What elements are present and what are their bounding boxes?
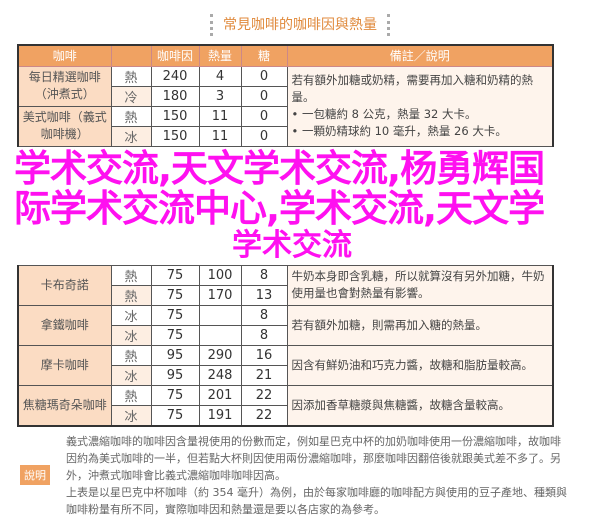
title-text: 常見咖啡的咖啡因與熱量 bbox=[223, 17, 377, 33]
caffeine-cell: 75 bbox=[150, 304, 200, 326]
temp-cell: 熱 bbox=[110, 65, 152, 87]
calories-cell: 290 bbox=[198, 344, 242, 366]
table-row: 每日精選咖啡（沖煮式）熱 240 4 0 若有額外加糖或奶精，需要再加入糖和奶精的熱量。… bbox=[17, 65, 554, 147]
note-cell: 因添加香草糖漿與焦糖醬，故糖含量較高。 bbox=[286, 384, 554, 426]
drink-name: 摩卡咖啡 bbox=[17, 344, 112, 386]
drink-name: 美式咖啡（義式咖啡機） bbox=[17, 105, 112, 147]
header-coffee: 咖啡 bbox=[17, 44, 112, 67]
drink-name: 每日精選咖啡（沖煮式） bbox=[17, 65, 112, 107]
coffee-table-continued: 卡布奇諾熱 75 100 8 牛奶本身即含乳糖，所以就算沒有另外加糖，牛奶使用量也會對熱… bbox=[17, 264, 554, 427]
sugar-cell: 0 bbox=[240, 85, 288, 107]
caffeine-cell: 75 bbox=[150, 264, 200, 286]
desc-line: 上表是以星巴克中杯咖啡（約 354 毫升）為例，由於每家咖啡廳的咖啡配方與使用的… bbox=[66, 485, 567, 499]
caffeine-cell: 75 bbox=[150, 284, 200, 306]
calories-cell: 100 bbox=[198, 264, 242, 286]
sugar-cell: 0 bbox=[240, 125, 288, 147]
calories-cell: 11 bbox=[198, 125, 242, 147]
sugar-cell: 0 bbox=[240, 105, 288, 127]
note-bullet: • 一顆奶精球約 10 毫升，熱量 26 大卡。 bbox=[291, 124, 507, 138]
calories-cell: 3 bbox=[198, 85, 242, 107]
description: 義式濃縮咖啡的咖啡因含量視使用的份數而定，例如星巴克中杯的加奶咖啡使用一份濃縮咖… bbox=[66, 433, 593, 518]
sugar-cell: 22 bbox=[240, 404, 288, 426]
dots-decoration bbox=[387, 14, 390, 36]
header-notes: 備註／說明 bbox=[286, 44, 554, 67]
temp-cell: 冰 bbox=[110, 404, 152, 426]
sugar-cell: 13 bbox=[240, 284, 288, 306]
calories-cell: 11 bbox=[198, 105, 242, 127]
sugar-cell: 0 bbox=[240, 65, 288, 87]
sugar-cell: 22 bbox=[240, 384, 288, 406]
caffeine-cell: 150 bbox=[150, 105, 200, 127]
calories-cell bbox=[198, 324, 242, 346]
note-badge: 說明 bbox=[20, 465, 50, 485]
desc-line: 因約為美式咖啡的一半，但若點大杯則因使用兩份濃縮咖啡，那麼咖啡因翻倍後就跟美式差… bbox=[66, 451, 561, 465]
note-cell: 牛奶本身即含乳糖，所以就算沒有另外加糖，牛奶使用量也會對熱量有影響。 bbox=[286, 264, 554, 306]
note-text: 若有額外加糖或奶精，需要再加入糖和奶精的熱量。 bbox=[291, 73, 534, 104]
table-row: 冰 150 11 0 bbox=[18, 125, 553, 147]
page-title: 常見咖啡的咖啡因與熱量 bbox=[0, 0, 600, 44]
dots-decoration bbox=[210, 14, 213, 36]
calories-cell: 201 bbox=[198, 384, 242, 406]
header-caffeine: 咖啡因 bbox=[150, 44, 200, 67]
sugar-cell: 8 bbox=[240, 304, 288, 326]
caffeine-cell: 75 bbox=[150, 404, 200, 426]
table-row: 卡布奇諾熱 75 100 8 牛奶本身即含乳糖，所以就算沒有另外加糖，牛奶使用量也會對熱… bbox=[17, 264, 554, 306]
overlay-text: 学术交流,天文学术交流,杨勇辉国 bbox=[14, 146, 545, 190]
caffeine-cell: 150 bbox=[150, 125, 200, 147]
sugar-cell: 16 bbox=[240, 344, 288, 366]
temp-cell: 熱 bbox=[110, 284, 152, 306]
temp-cell: 熱 bbox=[110, 264, 152, 286]
note-cell: 因含有鮮奶油和巧克力醬，故糖和脂肪量較高。 bbox=[286, 344, 554, 386]
desc-line: 外，沖煮式咖啡會比義式濃縮咖啡咖啡因高。 bbox=[66, 468, 286, 482]
note-cell: 若有額外加糖，則需再加入糖的熱量。 bbox=[286, 304, 554, 346]
caffeine-cell: 75 bbox=[150, 324, 200, 346]
header-sugar: 糖 bbox=[240, 44, 288, 67]
desc-line: 咖啡粉量有所不同，實際咖啡因和熱量還是要以各店家的為參考。 bbox=[66, 502, 385, 516]
drink-name: 拿鐵咖啡 bbox=[17, 304, 112, 346]
sugar-cell: 8 bbox=[240, 324, 288, 346]
calories-cell: 248 bbox=[198, 364, 242, 386]
table-row: 冷 180 3 0 bbox=[18, 85, 553, 107]
temp-cell: 冰 bbox=[110, 324, 152, 346]
note-bullet: • 一包糖約 8 公克，熱量 32 大卡。 bbox=[291, 107, 477, 121]
table-row: 熱 75 170 13 bbox=[18, 284, 553, 306]
caffeine-cell: 95 bbox=[150, 344, 200, 366]
temp-cell: 冰 bbox=[110, 364, 152, 386]
sugar-cell: 21 bbox=[240, 364, 288, 386]
header-temp bbox=[110, 44, 152, 67]
header-calories: 熱量 bbox=[198, 44, 242, 67]
note-cell: 若有額外加糖或奶精，需要再加入糖和奶精的熱量。 • 一包糖約 8 公克，熱量 32… bbox=[286, 65, 554, 147]
overlay-text: 际学术交流中心,学术交流,天文学 bbox=[14, 186, 545, 230]
caffeine-cell: 95 bbox=[150, 364, 200, 386]
calories-cell: 191 bbox=[198, 404, 242, 426]
temp-cell: 冰 bbox=[110, 125, 152, 147]
temp-cell: 熱 bbox=[110, 384, 152, 406]
coffee-table: 咖啡 咖啡因 熱量 糖 備註／說明 每日精選咖啡（沖煮式）熱 240 4 0 若有額外加… bbox=[17, 44, 554, 147]
table-row: 拿鐵咖啡冰 75 8 若有額外加糖，則需再加入糖的熱量。 bbox=[17, 304, 554, 346]
caffeine-cell: 75 bbox=[150, 384, 200, 406]
calories-cell bbox=[198, 304, 242, 326]
description-section: 說明 義式濃縮咖啡的咖啡因含量視使用的份數而定，例如星巴克中杯的加奶咖啡使用一份… bbox=[0, 433, 600, 518]
table-row: 焦糖瑪奇朵咖啡熱 75 201 22 因添加香草糖漿與焦糖醬，故糖含量較高。 bbox=[17, 384, 554, 426]
desc-line: 義式濃縮咖啡的咖啡因含量視使用的份數而定，例如星巴克中杯的加奶咖啡使用一份濃縮咖… bbox=[66, 434, 561, 448]
temp-cell: 熱 bbox=[110, 344, 152, 366]
table-row: 冰 75 8 bbox=[18, 324, 553, 346]
temp-cell: 熱 bbox=[110, 105, 152, 127]
overlay-text: 学术交流 bbox=[232, 227, 352, 263]
drink-name: 卡布奇諾 bbox=[17, 264, 112, 306]
table-header: 咖啡 咖啡因 熱量 糖 備註／說明 bbox=[17, 44, 554, 67]
overlay-band: 学术交流,天文学术交流,杨勇辉国 际学术交流中心,学术交流,天文学 学术交流 bbox=[14, 147, 594, 265]
drink-name: 焦糖瑪奇朵咖啡 bbox=[17, 384, 112, 426]
temp-cell: 冰 bbox=[110, 304, 152, 326]
sugar-cell: 8 bbox=[240, 264, 288, 286]
temp-cell: 冷 bbox=[110, 85, 152, 107]
calories-cell: 4 bbox=[198, 65, 242, 87]
calories-cell: 170 bbox=[198, 284, 242, 306]
caffeine-cell: 240 bbox=[150, 65, 200, 87]
table-row: 美式咖啡（義式咖啡機）熱 150 11 0 bbox=[17, 105, 553, 147]
table-row: 摩卡咖啡熱 95 290 16 因含有鮮奶油和巧克力醬，故糖和脂肪量較高。 bbox=[17, 344, 554, 386]
caffeine-cell: 180 bbox=[150, 85, 200, 107]
